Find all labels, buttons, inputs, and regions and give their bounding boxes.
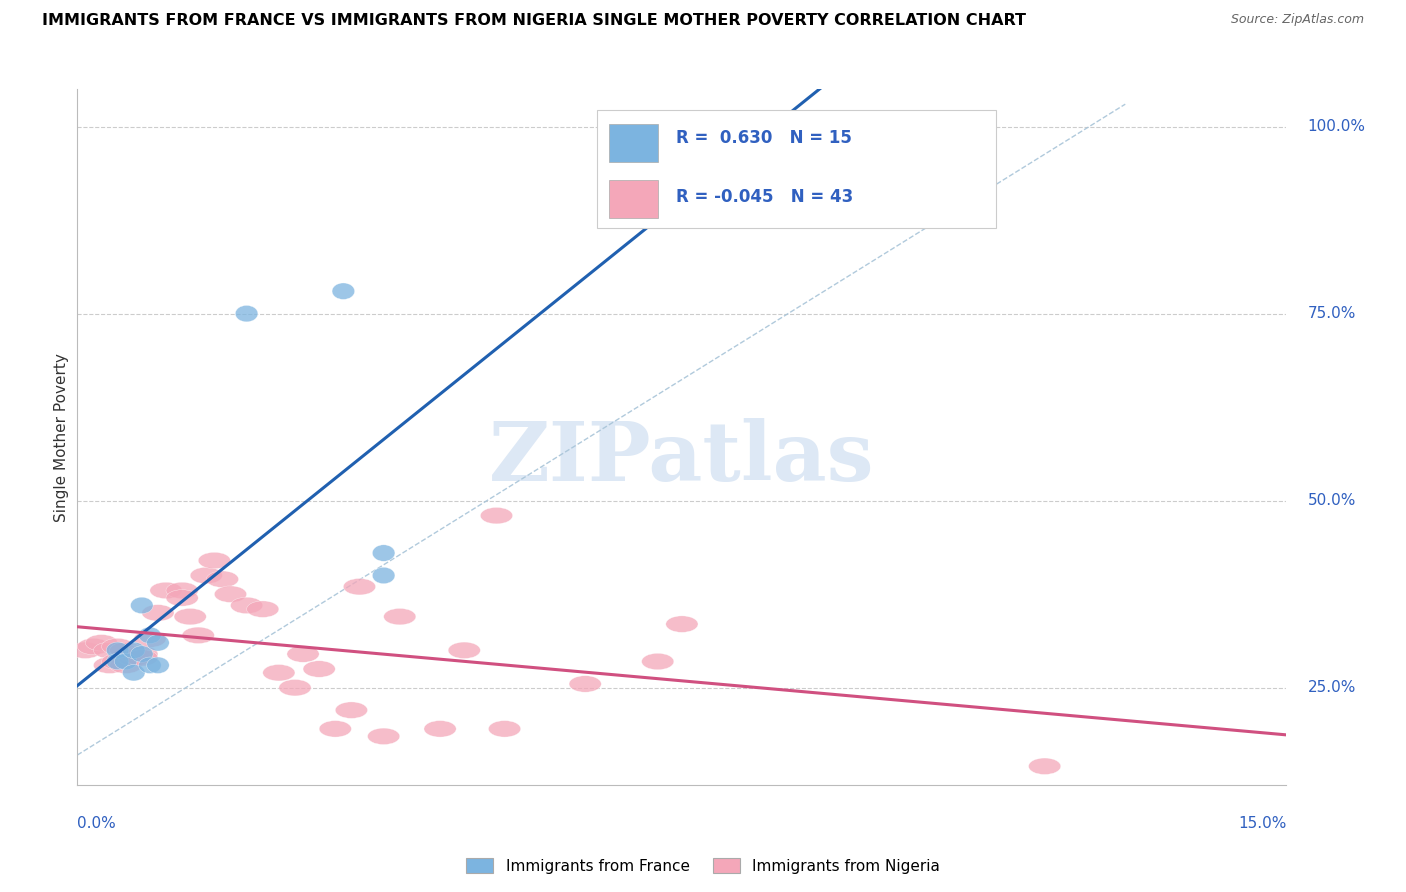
Ellipse shape	[118, 646, 150, 662]
Text: ZIPatlas: ZIPatlas	[489, 418, 875, 498]
Ellipse shape	[332, 283, 354, 300]
Ellipse shape	[131, 597, 153, 614]
Ellipse shape	[263, 665, 295, 681]
Text: 50.0%: 50.0%	[1308, 493, 1355, 508]
Ellipse shape	[231, 597, 263, 614]
Text: 100.0%: 100.0%	[1308, 120, 1365, 134]
Ellipse shape	[367, 728, 399, 745]
Text: R = -0.045   N = 43: R = -0.045 N = 43	[676, 188, 853, 206]
Ellipse shape	[118, 649, 150, 666]
Ellipse shape	[131, 646, 153, 662]
Ellipse shape	[304, 661, 335, 677]
Ellipse shape	[641, 653, 673, 670]
Ellipse shape	[373, 567, 395, 583]
Ellipse shape	[1029, 758, 1060, 774]
Ellipse shape	[93, 657, 125, 673]
FancyBboxPatch shape	[609, 179, 658, 218]
Ellipse shape	[77, 639, 110, 655]
Ellipse shape	[110, 657, 142, 673]
Ellipse shape	[166, 582, 198, 599]
Ellipse shape	[373, 545, 395, 561]
Ellipse shape	[166, 590, 198, 607]
Ellipse shape	[666, 615, 697, 632]
Ellipse shape	[207, 571, 239, 588]
Ellipse shape	[287, 646, 319, 662]
Ellipse shape	[449, 642, 481, 658]
Ellipse shape	[86, 634, 118, 651]
Ellipse shape	[146, 657, 169, 673]
Ellipse shape	[107, 653, 129, 670]
Ellipse shape	[146, 634, 169, 651]
Ellipse shape	[93, 642, 125, 658]
FancyBboxPatch shape	[609, 124, 658, 162]
Ellipse shape	[384, 608, 416, 625]
Ellipse shape	[150, 582, 183, 599]
Ellipse shape	[134, 631, 166, 648]
Ellipse shape	[235, 305, 257, 322]
Ellipse shape	[335, 702, 367, 718]
Ellipse shape	[139, 657, 162, 673]
Text: 25.0%: 25.0%	[1308, 681, 1355, 695]
Ellipse shape	[122, 665, 145, 681]
Ellipse shape	[198, 552, 231, 569]
Text: 75.0%: 75.0%	[1308, 306, 1355, 321]
Ellipse shape	[481, 508, 513, 524]
Ellipse shape	[183, 627, 214, 643]
Ellipse shape	[319, 721, 352, 737]
Y-axis label: Single Mother Poverty: Single Mother Poverty	[53, 352, 69, 522]
Ellipse shape	[488, 721, 520, 737]
Ellipse shape	[110, 642, 142, 658]
Ellipse shape	[122, 642, 145, 658]
Ellipse shape	[343, 579, 375, 595]
Ellipse shape	[425, 721, 456, 737]
Ellipse shape	[107, 642, 129, 658]
FancyBboxPatch shape	[598, 110, 997, 228]
Ellipse shape	[101, 653, 134, 670]
Ellipse shape	[174, 608, 207, 625]
Ellipse shape	[569, 676, 602, 692]
Ellipse shape	[69, 642, 101, 658]
Text: Source: ZipAtlas.com: Source: ZipAtlas.com	[1230, 13, 1364, 27]
Legend: Immigrants from France, Immigrants from Nigeria: Immigrants from France, Immigrants from …	[460, 852, 946, 880]
Text: 15.0%: 15.0%	[1239, 816, 1286, 831]
Ellipse shape	[142, 605, 174, 621]
Ellipse shape	[114, 653, 136, 670]
Text: IMMIGRANTS FROM FRANCE VS IMMIGRANTS FROM NIGERIA SINGLE MOTHER POVERTY CORRELAT: IMMIGRANTS FROM FRANCE VS IMMIGRANTS FRO…	[42, 13, 1026, 29]
Ellipse shape	[214, 586, 246, 602]
Ellipse shape	[139, 627, 162, 643]
Ellipse shape	[246, 601, 278, 617]
Ellipse shape	[125, 646, 157, 662]
Text: 0.0%: 0.0%	[77, 816, 117, 831]
Ellipse shape	[278, 680, 311, 696]
Ellipse shape	[125, 649, 157, 666]
Text: R =  0.630   N = 15: R = 0.630 N = 15	[676, 129, 852, 147]
Ellipse shape	[101, 639, 134, 655]
Ellipse shape	[190, 567, 222, 583]
